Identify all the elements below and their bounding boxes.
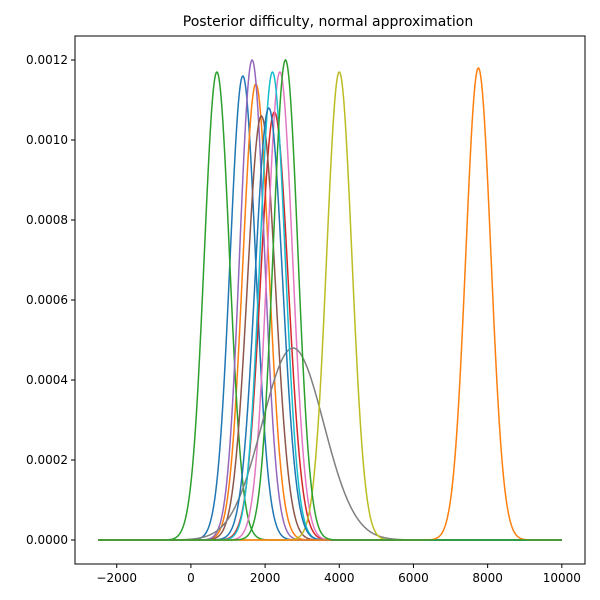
x-tick-label: 4000 [324, 571, 355, 585]
series-layer [98, 59, 562, 541]
series-line-10 [98, 71, 562, 541]
y-axis: 0.0000 0.0002 0.0004 0.0006 0.0008 0.0010 0.00… [26, 53, 75, 547]
series-line-2 [98, 83, 562, 541]
x-tick-label: −2000 [96, 571, 137, 585]
x-tick-label: 2000 [250, 571, 281, 585]
x-axis: −2000 0 2000 4000 6000 8000 10000 [96, 564, 581, 585]
y-tick-label: 0.0004 [26, 373, 68, 387]
x-tick-label: 0 [187, 571, 195, 585]
x-tick-label: 6000 [398, 571, 429, 585]
series-line-8 [98, 347, 562, 541]
x-tick-label: 10000 [543, 571, 581, 585]
chart-title: Posterior difficulty, normal approximati… [183, 14, 473, 30]
y-tick-label: 0.0002 [26, 453, 68, 467]
series-line-9 [98, 71, 562, 541]
series-line-7 [98, 71, 562, 541]
y-tick-label: 0.0010 [26, 133, 68, 147]
y-tick-label: 0.0008 [26, 213, 68, 227]
y-tick-label: 0.0000 [26, 533, 68, 547]
y-tick-label: 0.0012 [26, 53, 68, 67]
series-line-3 [98, 71, 562, 541]
y-tick-label: 0.0006 [26, 293, 68, 307]
plot-frame [74, 35, 586, 565]
series-line-12 [98, 67, 562, 541]
series-line-13 [98, 59, 562, 541]
x-tick-label: 8000 [472, 571, 503, 585]
series-line-1 [98, 75, 562, 541]
